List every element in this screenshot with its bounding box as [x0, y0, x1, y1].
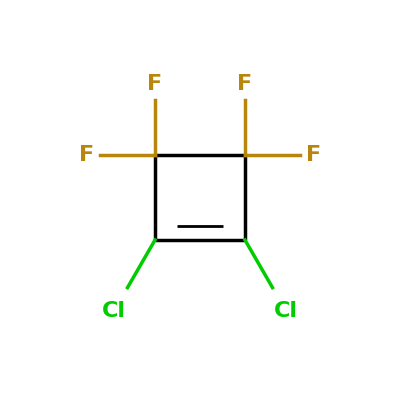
Text: F: F	[148, 74, 162, 94]
Text: F: F	[306, 145, 321, 165]
Text: F: F	[238, 74, 252, 94]
Text: Cl: Cl	[102, 302, 126, 322]
Text: F: F	[79, 145, 94, 165]
Text: Cl: Cl	[274, 302, 298, 322]
